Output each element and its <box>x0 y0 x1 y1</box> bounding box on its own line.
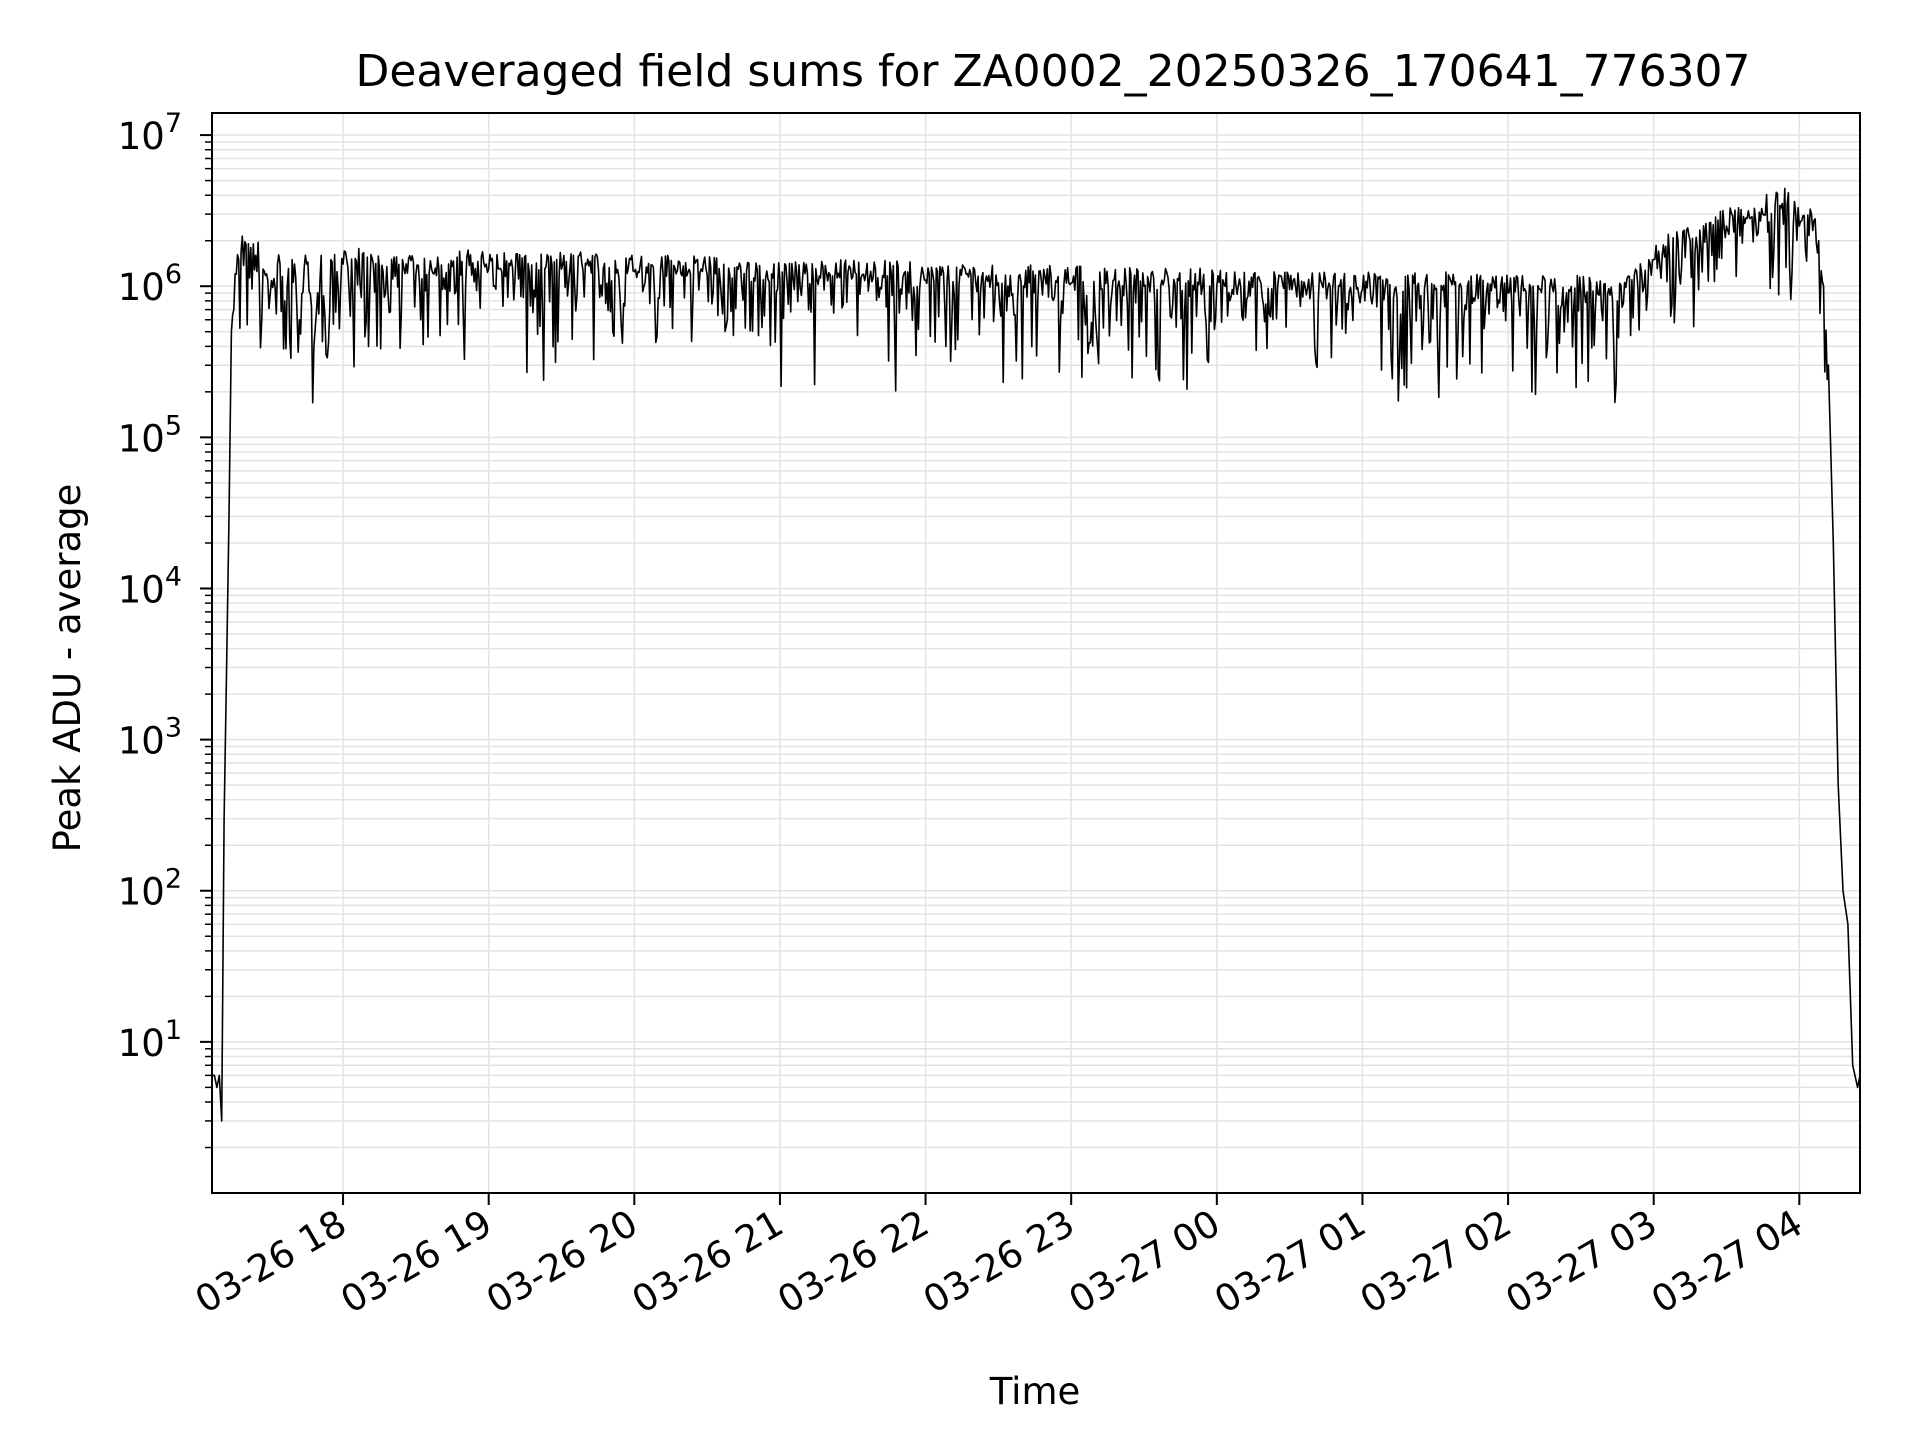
y-tick-label: 101 <box>118 1015 182 1065</box>
y-axis-label: Peak ADU - average <box>46 484 89 853</box>
y-tick-label: 107 <box>118 108 182 158</box>
series-line <box>212 187 1861 1122</box>
y-tick-label: 104 <box>118 561 182 611</box>
x-axis-label: Time <box>989 1370 1081 1413</box>
major-gridlines <box>212 113 1860 1193</box>
minor-gridlines <box>212 141 1860 1149</box>
chart-title: Deaveraged field sums for ZA0002_2025032… <box>355 46 1750 97</box>
y-tick-label: 105 <box>118 410 182 460</box>
y-tick-label: 103 <box>118 713 182 763</box>
y-tick-labels: 101 102 103 104 105 106 107 <box>118 108 182 1065</box>
y-tick-label: 106 <box>118 259 182 309</box>
axis-ticks <box>200 134 1801 1205</box>
plot-frame <box>211 112 1861 1194</box>
y-tick-label: 102 <box>118 864 182 914</box>
